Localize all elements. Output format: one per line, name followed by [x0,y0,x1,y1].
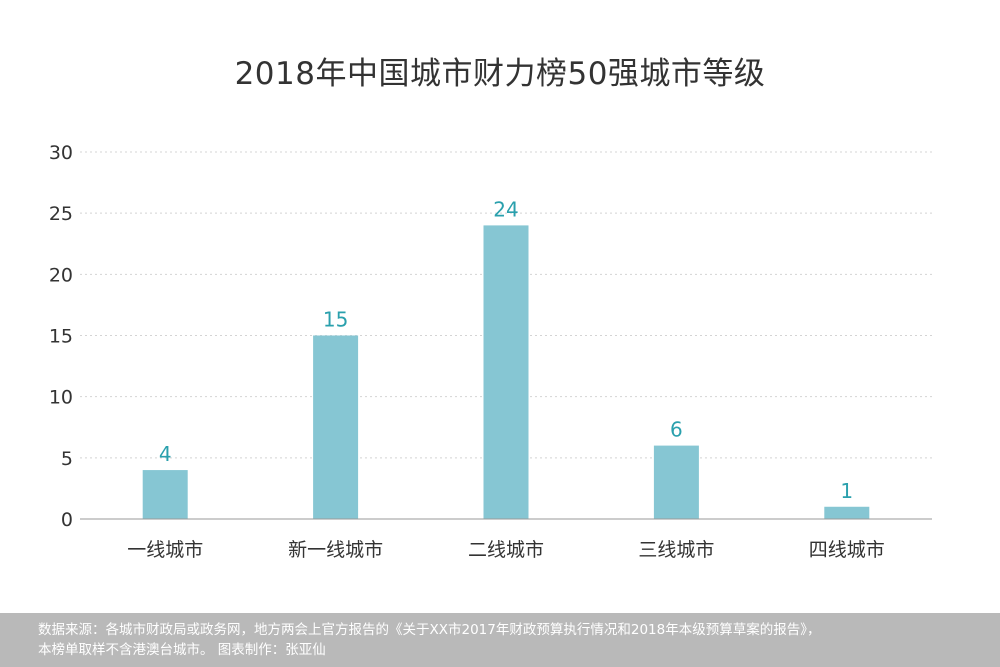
data-label: 24 [493,197,518,221]
y-tick-label: 25 [49,203,73,225]
data-label: 1 [840,479,853,503]
y-tick-label: 10 [49,387,73,409]
bars [142,225,870,519]
x-tick-label: 一线城市 [127,539,203,561]
source-line-2: 本榜单取样不含港澳台城市。 图表制作：张亚仙 [38,642,326,658]
source-footer: 数据来源：各城市财政局或政务网，地方两会上官方报告的《关于XX市2017年财政预… [0,613,1000,667]
bar [824,506,870,519]
x-tick-label: 新一线城市 [288,539,383,561]
y-tick-label: 0 [61,509,73,531]
x-tick-label: 四线城市 [809,539,885,561]
y-axis: 0 5 10 15 20 25 30 [49,142,73,531]
data-label: 15 [323,308,348,332]
bar [142,470,188,519]
x-axis: 一线城市 新一线城市 二线城市 三线城市 四线城市 [80,518,932,561]
y-tick-label: 15 [49,326,73,348]
bar [313,335,359,519]
y-tick-label: 30 [49,142,73,164]
data-label: 6 [670,418,683,442]
y-tick-label: 20 [49,264,73,286]
x-tick-label: 二线城市 [468,539,544,561]
y-tick-label: 5 [61,448,73,470]
data-labels: 4 15 24 6 1 [159,197,853,502]
x-tick-label: 三线城市 [638,539,714,561]
bar [653,445,699,519]
bar [483,225,529,519]
source-line-1: 数据来源：各城市财政局或政务网，地方两会上官方报告的《关于XX市2017年财政预… [38,622,821,638]
data-label: 4 [159,442,172,466]
bar-chart: 0 5 10 15 20 25 30 4 15 24 6 1 一线城市 新一线城市 二线城市 三线城市 四线… [49,142,932,561]
chart-title: 2018年中国城市财力榜50强城市等级 [234,56,766,92]
